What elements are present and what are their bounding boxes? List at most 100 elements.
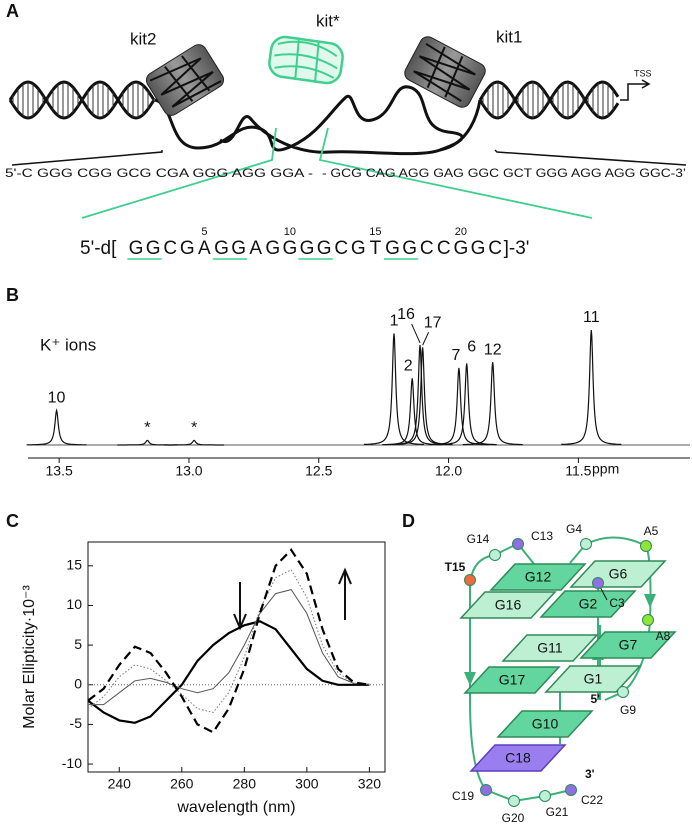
region-lines: [81, 127, 593, 219]
quartet-base: [501, 634, 599, 662]
residue: C: [420, 238, 434, 259]
cd-curve: [87, 548, 370, 734]
residue-node: [539, 790, 551, 802]
base-label: C18: [505, 750, 531, 766]
base-label: G17: [499, 672, 526, 688]
terminus-label: 5': [590, 692, 600, 706]
base-label: G11: [537, 640, 563, 656]
x-tick-label: 13.0: [175, 463, 202, 479]
residue: G: [265, 238, 280, 259]
oligo-prefix: 5'-d[: [80, 238, 117, 259]
peak: [462, 362, 523, 446]
annotation: K⁺ ions: [40, 335, 96, 354]
peak: [561, 329, 622, 445]
residue-label: G20: [502, 811, 525, 825]
quartet-base: [579, 631, 677, 659]
residue-node: [512, 538, 524, 550]
leader-line: [422, 332, 430, 346]
panel-label: A: [6, 1, 19, 21]
base-label: G6: [609, 566, 628, 582]
residue-node: [640, 540, 652, 552]
peak-label: 10: [48, 390, 66, 407]
element-label: kit1: [496, 27, 522, 46]
residue-label: T15: [445, 560, 466, 574]
cd-curve: [87, 620, 370, 724]
promoter-sequence: - GCG CAG AGG GAG GGC GCT GGG AGG AGG GG…: [322, 168, 686, 180]
base-label: G2: [579, 596, 598, 612]
position-label: 10: [284, 226, 296, 238]
residue: G: [129, 238, 144, 259]
peak-label: 17: [424, 314, 442, 331]
leader-line: [411, 323, 421, 344]
quartet-base: [544, 665, 642, 693]
x-tick-label: 280: [233, 776, 257, 792]
panel-label: D: [402, 511, 415, 531]
residue-node: [592, 577, 604, 589]
residue-label: C3: [609, 596, 625, 610]
base-label: G7: [619, 637, 638, 653]
kit1-structure: [404, 36, 486, 108]
kit-star-structure: [268, 35, 344, 85]
peak-label: *: [144, 420, 150, 437]
x-tick-label: 12.5: [305, 463, 332, 479]
residue-node: [642, 614, 654, 626]
peak-label: 16: [397, 306, 415, 323]
residue: G: [471, 238, 486, 259]
y-tick-label: 5: [74, 636, 82, 652]
arrow-down: [233, 582, 247, 631]
x-tick-label: 12.0: [435, 463, 462, 479]
x-tick-label: 300: [295, 776, 319, 792]
residue: A: [249, 238, 262, 259]
peak: [117, 439, 178, 446]
residue-node: [489, 549, 501, 561]
residue: G: [454, 238, 469, 259]
x-tick-label: 13.5: [46, 463, 73, 479]
tss-arrow: [620, 79, 651, 101]
cd-curve: [88, 589, 370, 706]
terminus-label: 3': [585, 767, 595, 781]
base-label: G12: [525, 569, 552, 585]
residue: G: [402, 238, 417, 259]
residue-label: G4: [566, 522, 582, 536]
region-lines: [11, 149, 687, 166]
residue-label: G14: [467, 532, 490, 546]
residue: G: [300, 238, 315, 259]
kit2-structure: [145, 44, 225, 116]
plot-frame: [87, 541, 386, 773]
residue-label: C13: [531, 529, 553, 543]
panel-label: B: [6, 285, 19, 305]
y-tick-label: 0: [74, 675, 82, 691]
residue: G: [317, 238, 332, 259]
residue: A: [198, 238, 211, 259]
base-label: G10: [532, 716, 559, 732]
residue-node: [565, 784, 577, 796]
oligo-suffix: ]-3': [504, 238, 530, 259]
peak-label: 6: [467, 339, 476, 356]
peak-label: 11: [583, 309, 600, 326]
residue: C: [334, 238, 348, 259]
residue: G: [146, 238, 161, 259]
residue-label: A5: [644, 524, 659, 538]
peak-label: 1: [390, 313, 399, 330]
residue-label: A8: [656, 629, 671, 643]
x-tick-label: 11.5: [565, 463, 591, 479]
position-label: 5: [201, 226, 207, 238]
quartet-base: [489, 563, 587, 591]
peak: [428, 367, 489, 446]
y-axis-title: Molar Ellipticity·10⁻³: [21, 585, 38, 729]
helix-strand: [8, 80, 156, 120]
peak-label: 7: [451, 347, 460, 364]
residue: C: [437, 238, 451, 259]
helix-strand: [478, 80, 620, 120]
peak: [26, 408, 87, 446]
x-tick-label: 260: [170, 776, 194, 792]
residue-node: [480, 784, 492, 796]
residue: G: [351, 238, 366, 259]
panel-label: C: [6, 511, 19, 531]
peak: [436, 363, 497, 446]
cd-curve: [87, 569, 370, 714]
quartet-base: [496, 710, 594, 738]
residue: G: [214, 238, 229, 259]
dna-helices: [8, 80, 620, 120]
